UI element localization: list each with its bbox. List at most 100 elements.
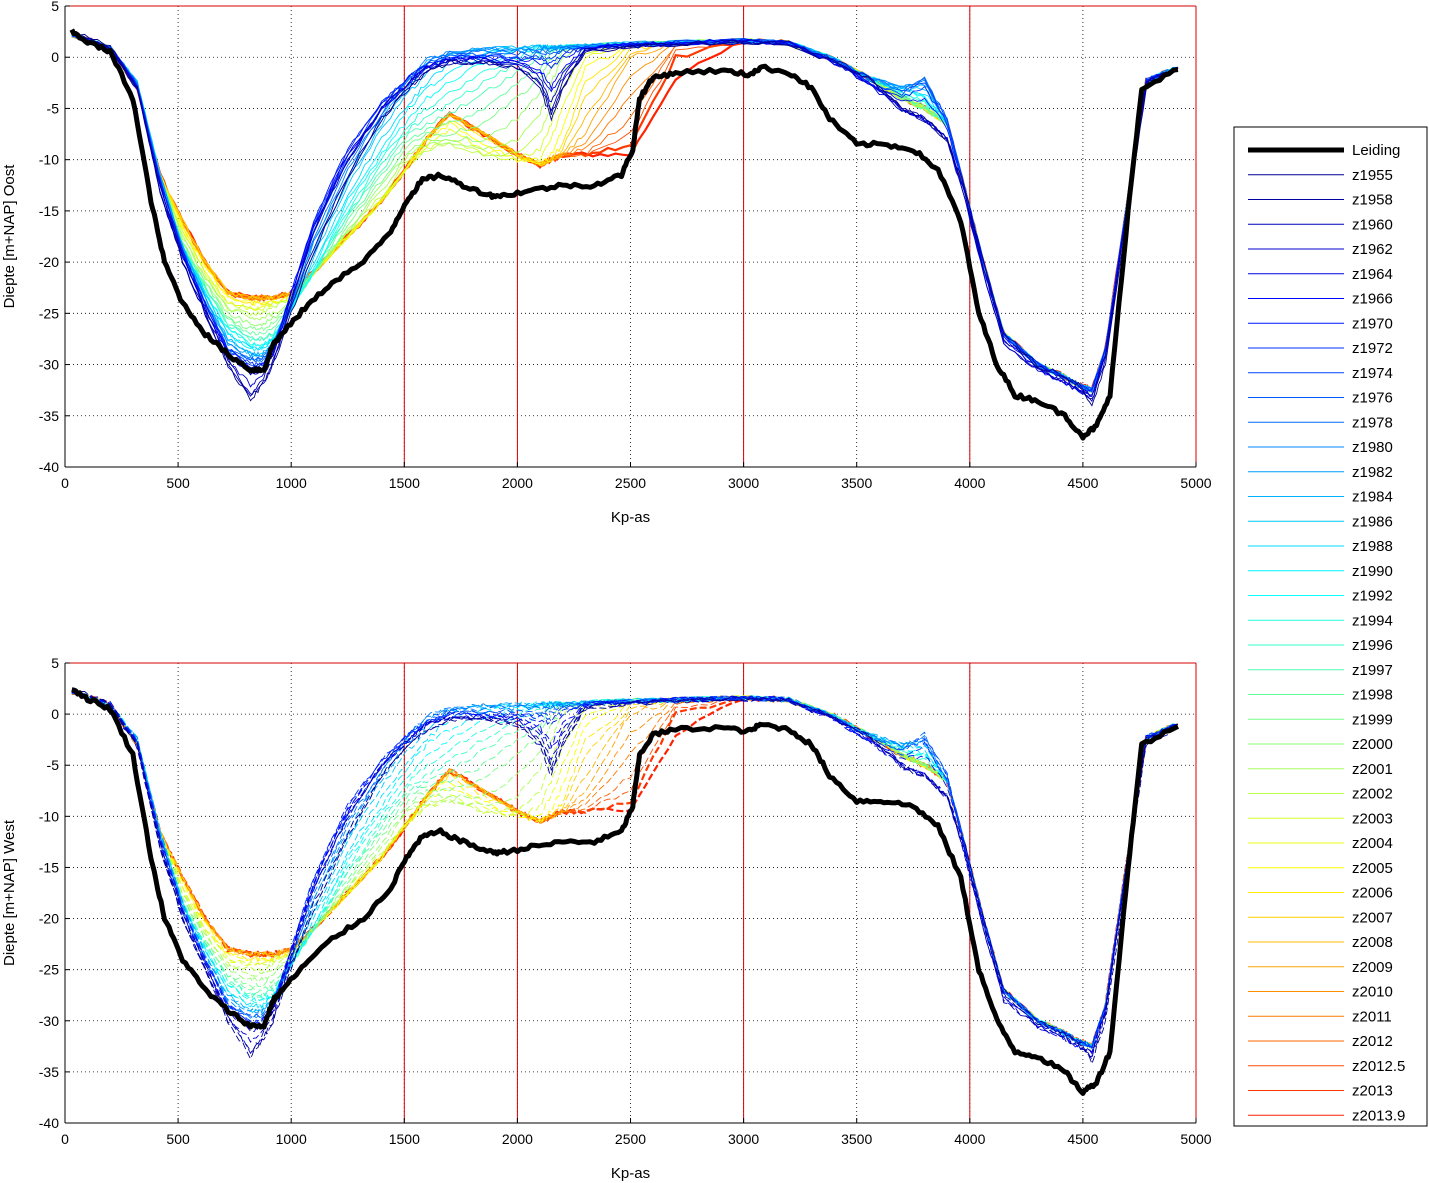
legend-label: z2008 [1352,934,1393,951]
x-tick-label: 3500 [841,475,872,491]
legend-label: z2010 [1352,984,1393,1001]
y-tick-label: -15 [39,859,59,875]
series-line-z2008 [71,691,1179,1047]
x-tick-label: 4000 [954,475,985,491]
series-line-Leiding [71,687,1180,1096]
legend-label: z1964 [1352,266,1393,283]
x-tick-label: 4500 [1067,1131,1098,1147]
y-tick-label: 0 [51,706,59,722]
legend-label: z1980 [1352,439,1393,456]
series-line-z1964 [71,33,1179,396]
y-tick-label: -35 [39,408,59,424]
legend-label: z2012 [1352,1033,1393,1050]
x-tick-label: 2500 [615,475,646,491]
legend-label: z1999 [1352,711,1393,728]
y-axis-label: Diepte [m+NAP] West [1,819,18,966]
legend-label: z1982 [1352,464,1393,481]
legend-label: z2007 [1352,909,1393,926]
series-line-z1964 [71,691,1179,1053]
series-line-z1972 [71,692,1179,1049]
x-axis-label: Kp-as [611,1165,650,1182]
legend-label: z1960 [1352,216,1393,233]
legend-label: z2004 [1352,835,1393,852]
legend-label: z1986 [1352,513,1393,530]
series-line-z1955 [71,33,1179,407]
series-line-z1997 [71,691,1179,1049]
x-tick-label: 2000 [502,1131,533,1147]
series-line-Leiding [69,28,1179,441]
y-tick-label: -30 [39,357,59,373]
y-tick-label: 0 [51,49,59,65]
y-axis-label: Diepte [m+NAP] Oost [1,164,18,309]
series-line-z1962 [71,691,1178,1057]
x-tick-label: 5000 [1180,475,1211,491]
y-tick-label: -15 [39,203,59,219]
legend-label: Leiding [1352,142,1400,159]
series-line-z2002 [71,690,1178,1049]
legend-label: z1997 [1352,662,1393,679]
legend-label: z2006 [1352,885,1393,902]
legend-label: z1988 [1352,538,1393,555]
x-tick-label: 1500 [389,475,420,491]
x-tick-label: 2500 [615,1131,646,1147]
legend-label: z1976 [1352,390,1393,407]
series-line-z2012 [71,690,1178,1050]
y-tick-label: -25 [39,962,59,978]
series-line-z1974 [71,34,1178,391]
legend-label: z1992 [1352,588,1393,605]
y-tick-label: -40 [39,459,59,475]
x-tick-label: 500 [166,475,190,491]
legend-label: z2005 [1352,860,1393,877]
series-line-z2001 [71,691,1179,1048]
legend-label: z1955 [1352,167,1393,184]
panel-oost: 0 500 1000 1500 2000 2500 3000 3500 4000 4500 5000… [1,0,1212,526]
legend-label: z2000 [1352,736,1393,753]
series-line-z1974 [71,691,1179,1048]
legend-label: z1990 [1352,563,1393,580]
legend-label: z1972 [1352,340,1393,357]
x-tick-label: 1500 [389,1131,420,1147]
legend-label: z1958 [1352,192,1393,209]
x-tick-label: 0 [61,475,69,491]
legend-label: z1970 [1352,315,1393,332]
legend: Leiding z1955 z1958 z1960 z1962 z1964 z1966 z19… [1233,126,1428,1127]
legend-label: z1996 [1352,637,1393,654]
y-tick-label: -35 [39,1064,59,1080]
legend-label: z2003 [1352,810,1393,827]
x-tick-label: 0 [61,1131,69,1147]
y-tick-label: -10 [39,152,59,168]
series-line-z2000 [71,690,1179,1051]
y-tick-label: -20 [39,911,59,927]
legend-label: z2011 [1352,1008,1392,1025]
legend-label: z1962 [1352,241,1393,258]
x-tick-label: 5000 [1180,1131,1211,1147]
y-tick-label: -5 [47,100,60,116]
legend-label: z2013.9 [1352,1107,1405,1124]
legend-label: z2009 [1352,959,1393,976]
legend-label: z1984 [1352,489,1393,506]
x-tick-label: 3000 [728,1131,759,1147]
x-axis-label: Kp-as [611,509,650,526]
x-tick-label: 3000 [728,475,759,491]
legend-label: z2012.5 [1352,1058,1405,1075]
y-tick-label: -25 [39,305,59,321]
y-tick-label: -20 [39,254,59,270]
x-tick-label: 4000 [954,1131,985,1147]
series-line-z1960 [71,690,1178,1055]
legend-label: z1994 [1352,612,1393,629]
series-line-z1984 [71,690,1178,1048]
y-tick-label: -10 [39,808,59,824]
y-tick-label: -40 [39,1115,59,1131]
series-line-z1966 [71,33,1178,397]
series-line-z1955 [71,690,1178,1066]
x-tick-label: 4500 [1067,475,1098,491]
x-tick-label: 500 [166,1131,190,1147]
y-tick-label: -5 [47,757,60,773]
y-tick-label: 5 [51,0,59,14]
y-tick-label: 5 [51,655,59,671]
panel-west: 0 500 1000 1500 2000 2500 3000 3500 4000 4500 5000… [1,655,1212,1182]
legend-label: z2001 [1352,761,1393,778]
legend-label: z2013 [1352,1083,1393,1100]
x-tick-label: 1000 [276,475,307,491]
